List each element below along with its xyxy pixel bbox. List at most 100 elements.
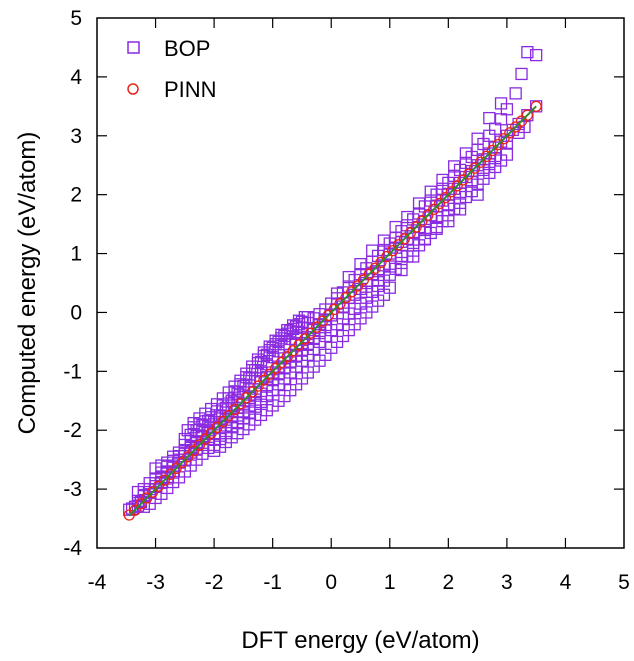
y-tick-label: 1 [70, 243, 82, 266]
plot-frame [96, 17, 625, 549]
bop-point [453, 203, 467, 216]
pinn-point [463, 168, 475, 180]
pinn-series [123, 100, 542, 521]
pinn-point [252, 380, 264, 392]
pinn-point [387, 244, 399, 257]
bop-point [500, 148, 514, 161]
bop-point [448, 160, 461, 173]
pinn-point [469, 162, 481, 174]
pinn-point [234, 398, 247, 410]
pinn-point [275, 356, 288, 369]
pinn-point [381, 250, 393, 263]
pinn-point [404, 227, 416, 239]
pinn-point [211, 421, 223, 433]
pinn-point [199, 433, 211, 445]
pinn-point [269, 362, 282, 375]
pinn-point [240, 392, 252, 404]
pinn-point [416, 215, 428, 227]
pinn-point [457, 174, 469, 186]
pinn-point [480, 150, 493, 163]
pinn-point [293, 339, 305, 351]
pinn-point [193, 439, 206, 451]
x-tick-label: -3 [146, 571, 165, 594]
y-tick-label: 0 [70, 301, 82, 324]
bop-point [465, 175, 478, 188]
bop-point [442, 215, 455, 228]
x-tick-label: 4 [560, 571, 572, 594]
bop-point [521, 46, 534, 59]
pinn-point [170, 462, 182, 475]
bop-point [442, 199, 455, 212]
x-tick-label: 2 [442, 571, 454, 594]
pinn-point [152, 480, 165, 492]
bop-point [494, 97, 508, 110]
pinn-point [258, 374, 270, 386]
x-tick-label: 1 [384, 571, 396, 594]
bop-point [515, 67, 528, 81]
pinn-point [322, 309, 334, 322]
bop-point [418, 232, 432, 245]
pinn-point [228, 403, 241, 416]
bop-point [471, 132, 484, 145]
pinn-point [521, 109, 534, 121]
pinn-point [486, 144, 498, 157]
y-tick-label: -1 [63, 360, 82, 383]
pinn-point [281, 350, 293, 363]
y-tick-label: 3 [70, 125, 82, 148]
bop-point [360, 285, 373, 298]
pinn-point [398, 233, 411, 245]
x-tick-labels: -4 -3 -2 -1 0 1 2 3 4 5 [88, 571, 630, 594]
y-tick-label: -2 [63, 419, 82, 442]
x-axis-label: DFT energy (eV/atom) [241, 627, 479, 654]
pinn-point [445, 186, 457, 198]
pinn-point [187, 445, 200, 457]
pinn-point [264, 368, 276, 380]
pinn-point [299, 333, 311, 345]
pinn-point [340, 292, 352, 304]
pinn-point [176, 456, 188, 469]
bop-point [518, 120, 531, 134]
bop-series [123, 46, 543, 516]
bop-point [371, 273, 385, 287]
pinn-point [223, 409, 235, 422]
bop-point [366, 244, 379, 257]
bop-point [477, 163, 490, 177]
bop-point [354, 258, 367, 271]
bop-point [509, 87, 522, 100]
pinn-point [363, 268, 375, 280]
pinn-point [515, 115, 528, 127]
x-tick-label: -4 [88, 571, 107, 594]
y-tick-label: 4 [70, 66, 82, 89]
pinn-point [530, 100, 542, 112]
pinn-point [422, 209, 434, 221]
pinn-point [433, 197, 446, 210]
pinn-point [334, 297, 346, 310]
y-tick-label: 5 [70, 7, 82, 30]
reference-line-series [128, 105, 537, 517]
bop-point [424, 185, 437, 198]
pinn-point [135, 498, 147, 510]
pinn-point [146, 486, 159, 498]
bop-point [489, 152, 502, 165]
pinn-point [310, 321, 323, 333]
bop-point [412, 197, 426, 210]
pinn-point [392, 239, 405, 251]
pinn-point [474, 156, 487, 168]
pinn-point [328, 303, 340, 316]
x-tick-label: 5 [618, 571, 630, 594]
pinn-point [158, 474, 170, 486]
y-tick-labels: -4 -3 -2 -1 0 1 2 3 4 5 [63, 7, 82, 560]
bop-point [395, 249, 408, 263]
y-tick-label: -4 [63, 537, 82, 560]
plot-area [123, 46, 543, 521]
bop-point [530, 48, 543, 62]
bop-point [377, 234, 391, 247]
pinn-point [217, 415, 229, 428]
x-tick-label: -1 [263, 571, 282, 594]
pinn-point [439, 191, 452, 204]
bop-point [342, 270, 355, 284]
tick-marks [97, 18, 624, 548]
bop-point [471, 188, 484, 201]
pinn-point [129, 504, 141, 516]
